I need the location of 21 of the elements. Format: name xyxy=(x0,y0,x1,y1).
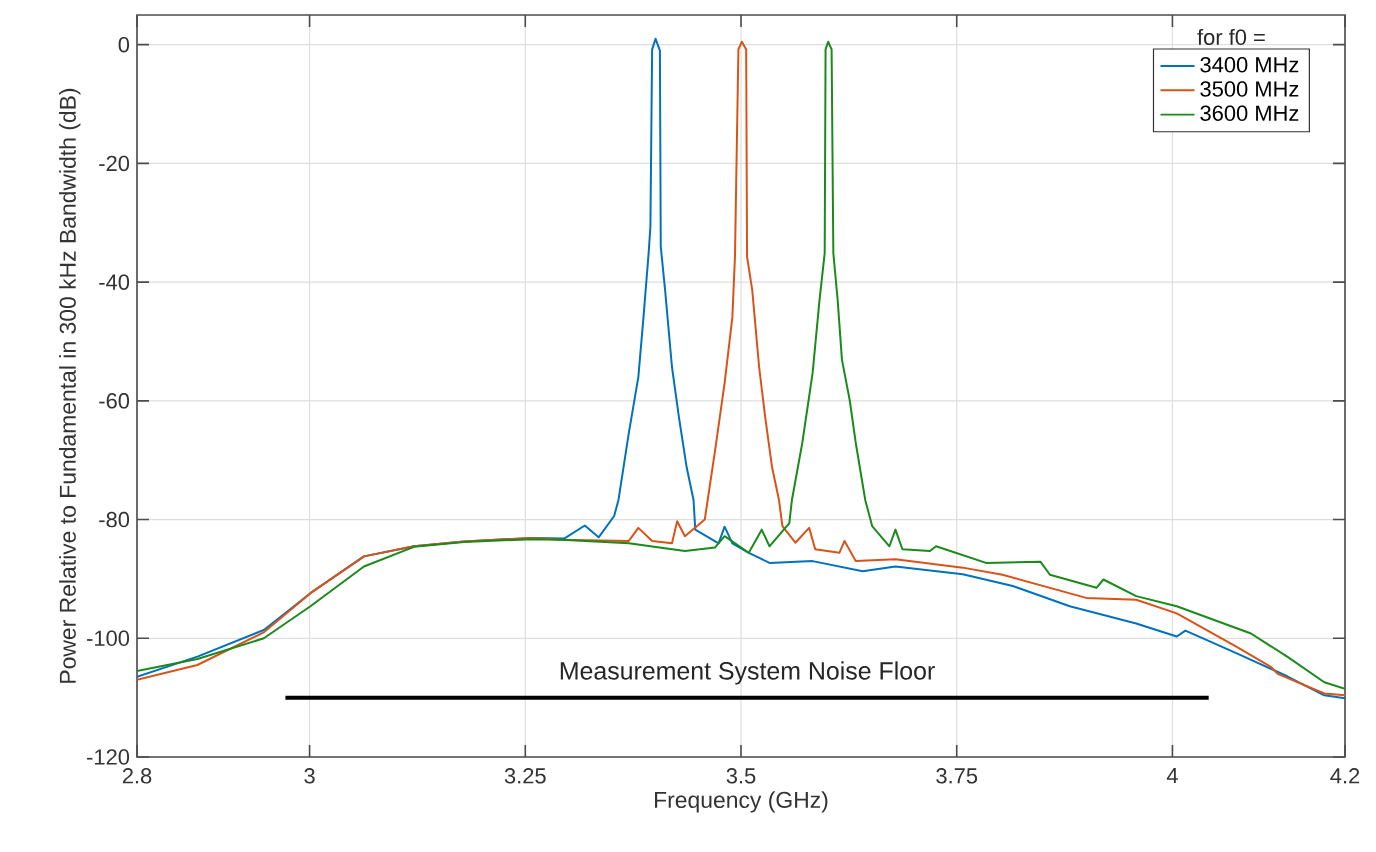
x-tick-label: 3.75 xyxy=(936,768,978,784)
legend-label: 3400 MHz xyxy=(1200,56,1299,73)
y-axis-title: Power Relative to Fundamental in 300 kHz Bandwidth (dB) xyxy=(59,88,81,683)
legend-label: 3500 MHz xyxy=(1200,81,1299,97)
y-tick-label: -20 xyxy=(99,155,130,172)
y-tick-label: -100 xyxy=(87,630,130,647)
y-tick-label: -80 xyxy=(99,511,130,528)
x-tick-label: 4 xyxy=(1166,768,1178,784)
x-tick-label: 3.25 xyxy=(504,768,546,784)
x-tick-label: 3.5 xyxy=(726,768,756,784)
x-axis-title: Frequency (GHz) xyxy=(655,791,828,813)
y-tick-label: -40 xyxy=(99,274,130,290)
y-tick-label: -60 xyxy=(99,393,130,409)
annotation: Measurement System Noise Floor xyxy=(560,661,935,685)
legend-title: for f0 = xyxy=(1197,28,1265,45)
legend-label: 3600 MHz xyxy=(1200,105,1299,121)
y-tick-label: 0 xyxy=(118,36,130,53)
x-tick-label: 4.2 xyxy=(1330,768,1360,784)
y-tick-label: -120 xyxy=(87,749,130,765)
x-tick-label: 2.8 xyxy=(122,768,152,784)
x-tick-label: 3 xyxy=(304,768,315,784)
